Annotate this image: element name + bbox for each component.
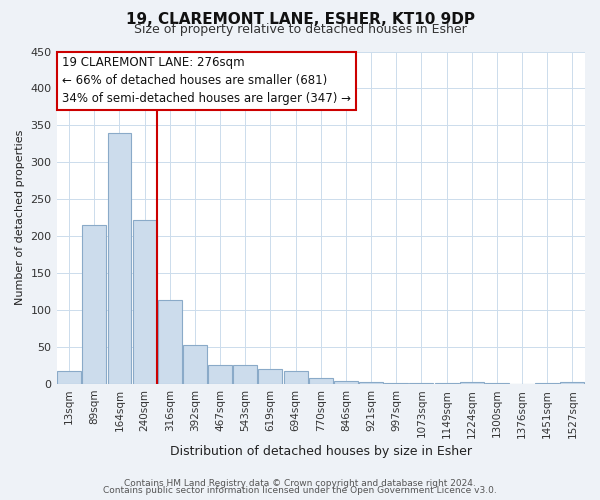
- Bar: [233, 366, 257, 384]
- Text: 19, CLAREMONT LANE, ESHER, KT10 9DP: 19, CLAREMONT LANE, ESHER, KT10 9DP: [125, 12, 475, 28]
- Text: 19 CLAREMONT LANE: 276sqm
← 66% of detached houses are smaller (681)
34% of semi: 19 CLAREMONT LANE: 276sqm ← 66% of detac…: [62, 56, 351, 106]
- Bar: [259, 369, 283, 384]
- X-axis label: Distribution of detached houses by size in Esher: Distribution of detached houses by size …: [170, 444, 472, 458]
- Y-axis label: Number of detached properties: Number of detached properties: [15, 130, 25, 306]
- Bar: [158, 300, 182, 384]
- Bar: [460, 382, 484, 384]
- Bar: [82, 225, 106, 384]
- Text: Contains HM Land Registry data © Crown copyright and database right 2024.: Contains HM Land Registry data © Crown c…: [124, 478, 476, 488]
- Bar: [57, 370, 81, 384]
- Bar: [133, 220, 157, 384]
- Bar: [334, 381, 358, 384]
- Bar: [309, 378, 333, 384]
- Bar: [535, 383, 559, 384]
- Bar: [359, 382, 383, 384]
- Text: Size of property relative to detached houses in Esher: Size of property relative to detached ho…: [134, 24, 466, 36]
- Bar: [183, 345, 207, 384]
- Text: Contains public sector information licensed under the Open Government Licence v3: Contains public sector information licen…: [103, 486, 497, 495]
- Bar: [208, 364, 232, 384]
- Bar: [485, 383, 509, 384]
- Bar: [434, 383, 458, 384]
- Bar: [409, 383, 433, 384]
- Bar: [385, 383, 408, 384]
- Bar: [560, 382, 584, 384]
- Bar: [107, 133, 131, 384]
- Bar: [284, 372, 308, 384]
